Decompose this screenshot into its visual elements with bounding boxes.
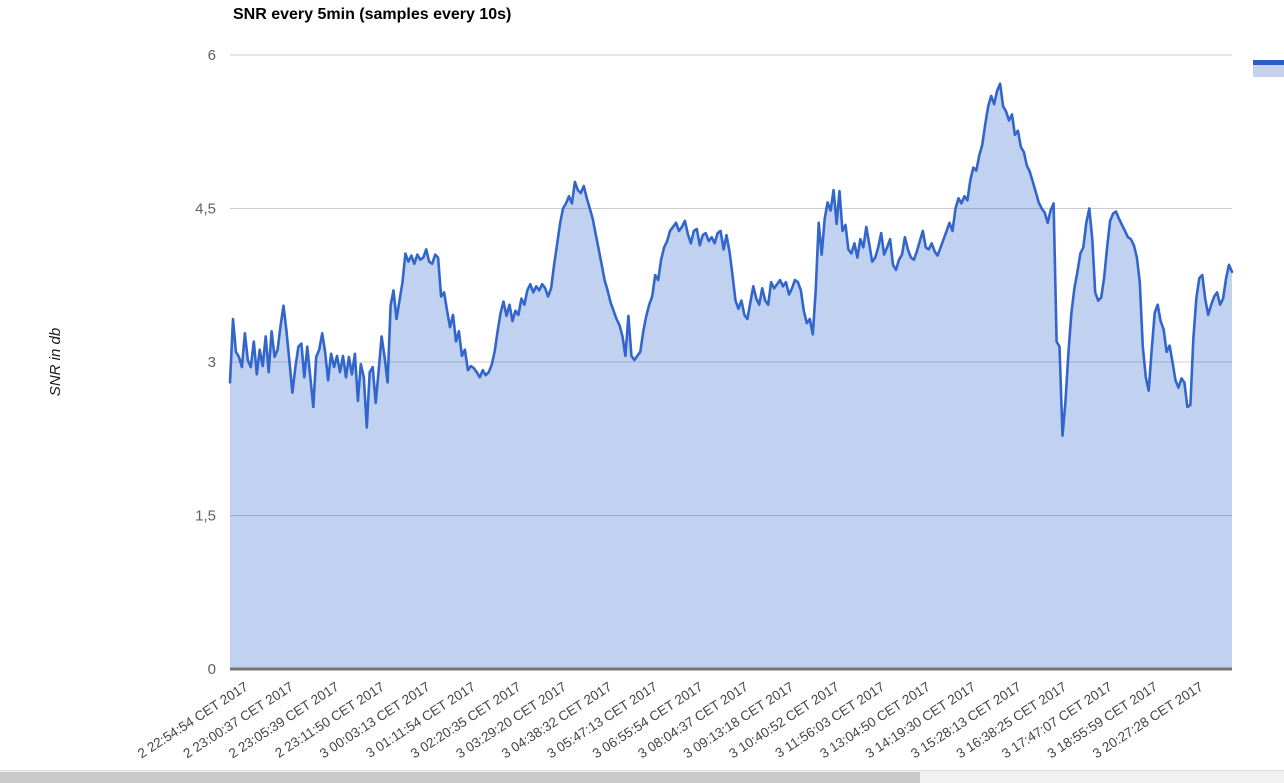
series-line	[228, 82, 1234, 437]
y-axis-title: SNR in db	[47, 328, 64, 396]
y-tick-label: 1,5	[195, 508, 216, 525]
horizontal-scrollbar-track[interactable]	[0, 770, 1284, 783]
y-tick-label: 0	[208, 661, 216, 678]
chart-title: SNR every 5min (samples every 10s)	[233, 6, 512, 23]
y-tick-label: 3	[208, 354, 216, 371]
y-tick-label: 4,5	[195, 201, 216, 218]
horizontal-scrollbar-thumb[interactable]	[0, 772, 920, 783]
series-area-fill	[230, 83, 1232, 669]
y-tick-label: 6	[208, 47, 216, 64]
adjacent-chart-fragment	[1253, 60, 1284, 77]
